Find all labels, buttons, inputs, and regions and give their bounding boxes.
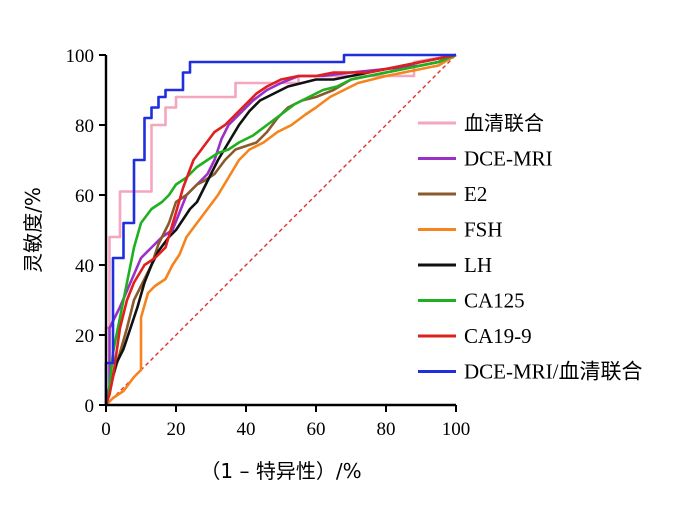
tick-labels: 0 20 40 60 80 100 0 20 40 60 80 100 [66,46,471,440]
x-tick-label: 80 [377,419,396,440]
y-tick-label: 100 [66,46,95,67]
series-line-1 [104,53,457,406]
y-tick-label: 40 [75,256,94,277]
x-tick-label: 0 [101,419,111,440]
series-line-3 [105,53,457,406]
legend-label-5: CA125 [464,289,525,313]
legend-label-3: FSH [464,218,503,242]
legend-label-2: E2 [464,182,487,206]
x-tick-label: 40 [237,419,256,440]
legend-label-7: DCE-MRI/血清联合 [464,360,643,384]
series-line-6 [104,53,457,406]
y-axis-title: 灵敏度/% [21,187,45,273]
x-axis-title: （1 – 特异性）/% [200,459,361,483]
y-tick-label: 60 [75,186,94,207]
y-tick-label: 0 [85,396,95,417]
legend-label-6: CA19-9 [464,324,532,348]
x-tick-label: 100 [442,419,471,440]
y-tick-label: 20 [75,326,94,347]
x-tick-label: 60 [307,419,326,440]
legend-label-4: LH [464,253,492,277]
x-tick-label: 20 [167,419,186,440]
y-tick-label: 80 [75,116,94,137]
series-line-7 [104,53,456,405]
reference-diagonal-line [105,54,457,406]
series-line-5 [104,53,457,406]
legend-label-0: 血清联合 [464,111,544,135]
legend-label-1: DCE-MRI [464,147,553,171]
legend: 血清联合 DCE-MRI E2 FSH LH CA125 CA19-9 DCE-MRI/血清联… [418,111,643,384]
plot-lines [104,53,457,406]
axes [99,54,457,412]
